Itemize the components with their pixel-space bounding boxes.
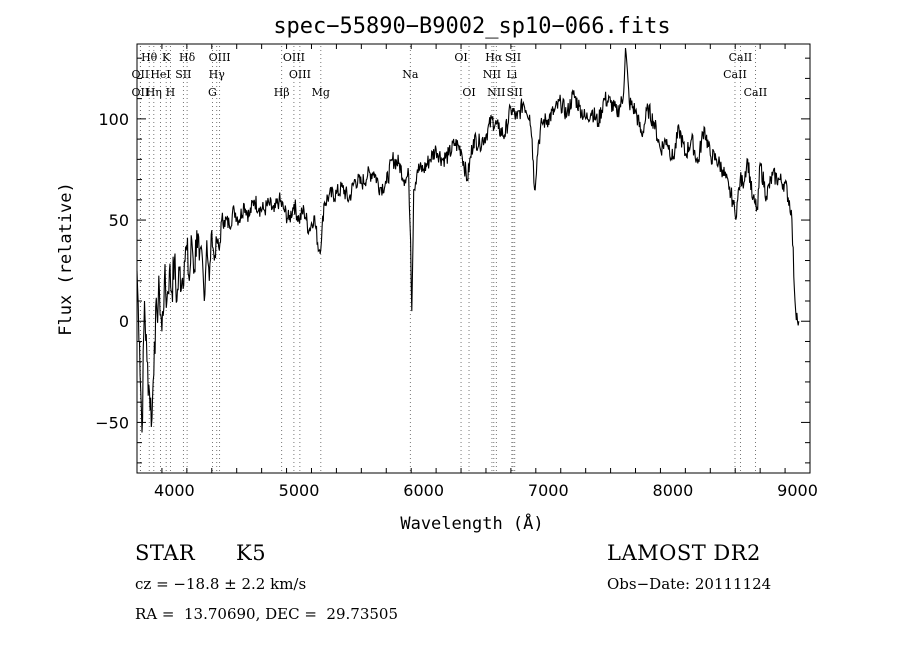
survey-name: LAMOST DR2	[607, 541, 761, 565]
y-tick-label: 0	[119, 312, 129, 331]
line-label: Hγ	[209, 68, 226, 81]
x-axis-label: Wavelength (Å)	[400, 512, 543, 534]
object-class: STAR	[135, 541, 196, 565]
line-label: OII	[132, 86, 150, 99]
line-label: OI	[454, 51, 467, 64]
line-label: Hδ	[179, 51, 196, 64]
y-tick-label: −50	[95, 413, 129, 432]
ra-dec: RA = 13.70690, DEC = 29.73505	[135, 605, 399, 623]
x-tick-label: 6000	[403, 481, 444, 500]
y-tick-label: 50	[109, 211, 129, 230]
x-tick-label: 4000	[154, 481, 195, 500]
line-label: G	[208, 86, 217, 99]
y-tick-label: 100	[98, 110, 129, 129]
line-label: HeI	[150, 68, 170, 81]
line-label: Hβ	[274, 86, 290, 99]
line-label: CaII	[744, 86, 768, 99]
x-tick-label: 8000	[653, 481, 694, 500]
redshift-cz: cz = −18.8 ± 2.2 km/s	[135, 575, 307, 593]
x-tick-label: 7000	[528, 481, 569, 500]
y-axis-label: Flux (relative)	[56, 182, 76, 336]
plot-frame	[136, 43, 811, 474]
line-label: CaII	[729, 51, 753, 64]
line-label: OIII	[289, 68, 311, 81]
line-label: Hη	[146, 86, 162, 99]
x-tick-label: 5000	[279, 481, 320, 500]
line-label: K	[162, 51, 171, 64]
axes: 4000 5000 6000 7000 8000 9000 −50 0 50 100	[95, 43, 818, 500]
subclass: K5	[236, 541, 267, 565]
line-label: Li	[506, 68, 517, 81]
line-label: Na	[402, 68, 419, 81]
line-label: OIII	[209, 51, 231, 64]
line-label: NII	[483, 68, 501, 81]
line-label: SII	[175, 68, 191, 81]
x-tick-label: 9000	[777, 481, 818, 500]
chart-title: spec−55890−B9002_sp10−066.fits	[273, 14, 670, 39]
line-label: OIII	[283, 51, 305, 64]
spectrum-line	[136, 47, 800, 433]
line-label: Hα	[485, 51, 503, 64]
line-label: SII	[505, 51, 521, 64]
line-label: H	[166, 86, 176, 99]
line-label: Mg	[312, 86, 330, 99]
observation-date: Obs−Date: 20111124	[607, 575, 772, 593]
line-label: Hθ	[141, 51, 158, 64]
line-label: CaII	[723, 68, 747, 81]
line-label: OI	[462, 86, 475, 99]
line-label: NII	[487, 86, 505, 99]
line-label: SII	[507, 86, 523, 99]
